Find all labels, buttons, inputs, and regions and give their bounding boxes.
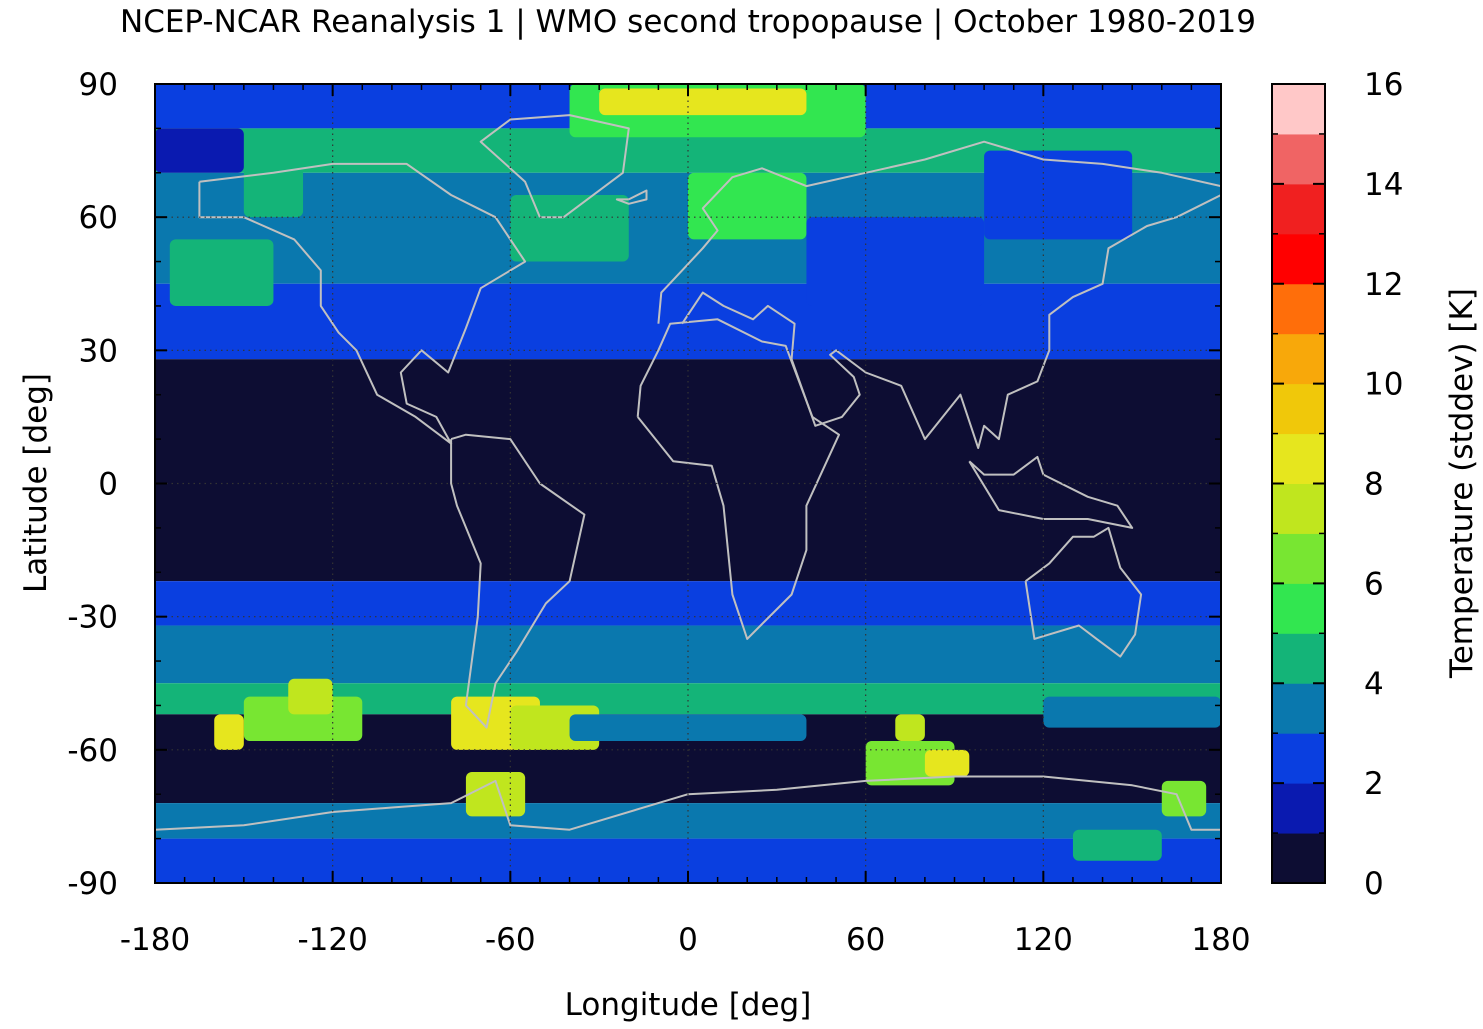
heatmap-patch <box>155 128 244 173</box>
coastline <box>479 114 630 219</box>
coastline <box>198 162 527 445</box>
y-axis-label: Latitude [deg] <box>18 373 54 593</box>
y-tick-label: 90 <box>79 67 118 103</box>
grid-lines <box>155 84 1221 883</box>
colorbar-segment <box>1272 833 1325 884</box>
colorbar-segment <box>1272 183 1325 235</box>
colorbar-tick-label: 14 <box>1364 167 1403 203</box>
colorbar-segment <box>1272 483 1325 534</box>
coastline <box>636 318 840 640</box>
colorbar-tick-label: 16 <box>1364 67 1403 103</box>
x-tick-label: -60 <box>485 922 536 958</box>
colorbar-segment <box>1272 683 1325 734</box>
y-tick-label: 30 <box>79 333 118 369</box>
colorbar-tick-label: 8 <box>1364 467 1384 503</box>
colorbar-tick-label: 4 <box>1364 666 1384 702</box>
heatmap-patch <box>243 163 304 218</box>
colorbar-segment <box>1272 233 1325 285</box>
x-tick-label: 60 <box>846 922 885 958</box>
coastline <box>657 140 1221 324</box>
colorbar-segment <box>1272 283 1325 335</box>
y-tick-label: -30 <box>67 600 118 636</box>
colorbar-ticks: 0 2 4 6 8 10 12 14 16 <box>1272 67 1403 902</box>
x-axis-ticks: -180 -120 -60 0 60 120 180 <box>120 84 1251 958</box>
colorbar-segment <box>1272 583 1325 634</box>
heatmap-patch <box>924 749 970 777</box>
colorbar-segment <box>1272 333 1325 385</box>
heatmap-patch <box>895 714 925 741</box>
heatmap-patch <box>1072 829 1162 861</box>
colorbar-tick-label: 10 <box>1364 367 1403 403</box>
heatmap-patch <box>465 772 526 817</box>
coastline <box>1024 526 1143 658</box>
colorbar-segment <box>1272 733 1325 784</box>
colorbar-tick-label: 0 <box>1364 866 1384 902</box>
coastline <box>615 189 648 205</box>
x-tick-label: 120 <box>1014 922 1073 958</box>
x-tick-label: 0 <box>678 922 698 958</box>
heatmap-patch <box>510 194 629 262</box>
heatmap-patch <box>214 714 244 750</box>
heatmap-patch <box>1161 780 1207 817</box>
heatmap-patch <box>688 172 807 240</box>
x-tick-label: 180 <box>1191 922 1250 958</box>
heatmap-patch <box>984 150 1133 240</box>
colorbar-label: Temperature (stddev) [K] <box>1444 288 1480 679</box>
y-tick-label: 60 <box>79 200 118 236</box>
coastline <box>450 433 586 729</box>
y-axis-ticks: 90 60 30 0 -30 -60 -90 <box>67 67 1221 902</box>
heatmap-patch <box>288 678 333 715</box>
heatmap-patch <box>806 217 985 306</box>
colorbar-segment <box>1272 433 1325 484</box>
coastline <box>968 455 1134 529</box>
colorbar-segment <box>1272 133 1325 185</box>
colorbar-segment <box>1272 783 1325 834</box>
y-tick-label: 0 <box>98 467 118 503</box>
colorbar-tick-label: 12 <box>1364 267 1403 303</box>
colorbar-segment <box>1272 633 1325 684</box>
colorbar-segment <box>1272 383 1325 435</box>
y-tick-label: -90 <box>67 866 118 902</box>
figure-title: NCEP-NCAR Reanalysis 1 | WMO second trop… <box>120 4 1256 40</box>
heatmap-patch <box>1043 696 1221 728</box>
heatmap-patch <box>599 88 807 116</box>
y-tick-label: -60 <box>67 733 118 769</box>
colorbar-segment <box>1272 533 1325 584</box>
colorbar-tick-label: 6 <box>1364 566 1384 602</box>
x-axis-label: Longitude [deg] <box>565 987 812 1023</box>
heatmap-patch <box>169 239 274 306</box>
colorbar-segment <box>1272 84 1325 135</box>
x-tick-label: -180 <box>120 922 190 958</box>
colorbar-tick-label: 2 <box>1364 766 1384 802</box>
coastline <box>681 194 1221 449</box>
colorbar <box>1272 84 1325 884</box>
x-tick-label: -120 <box>297 922 367 958</box>
